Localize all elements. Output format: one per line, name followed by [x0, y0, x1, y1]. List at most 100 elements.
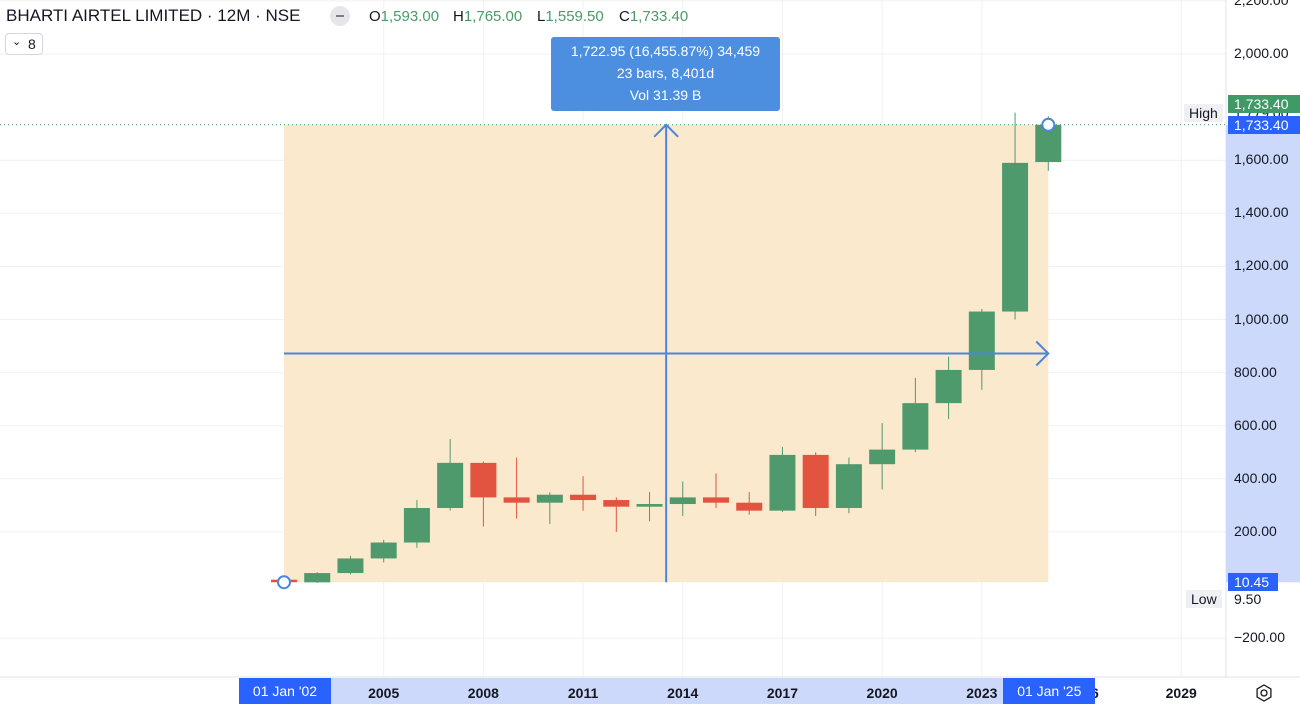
ohlc-h: H1,765.00: [453, 8, 522, 25]
candle-body: [902, 403, 929, 450]
candles: [271, 112, 1062, 583]
candle-2020[interactable]: [869, 423, 896, 490]
indicator-count: 8: [28, 36, 36, 52]
ohlc-o: O1,593.00: [369, 8, 439, 25]
measure-top-price-tag: 1,733.40: [1228, 115, 1300, 134]
candle-2018[interactable]: [802, 452, 829, 516]
measure-change: 1,722.95 (16,455.87%) 34,459: [570, 43, 761, 59]
candle-2017[interactable]: [769, 446, 796, 512]
candle-2010[interactable]: [536, 492, 563, 524]
collapse-button[interactable]: [330, 6, 350, 26]
indicators-toggle[interactable]: ⌄ 8: [5, 33, 43, 55]
price-axis-highlight: [1226, 124, 1300, 583]
candle-2011[interactable]: [570, 476, 597, 511]
measure-tooltip: 1,722.95 (16,455.87%) 34,459 23 bars, 8,…: [551, 37, 780, 111]
time-tick-label: 2008: [467, 685, 499, 701]
candle-body: [869, 449, 896, 465]
candle-body: [835, 464, 862, 509]
candle-body: [470, 462, 497, 498]
candle-2005[interactable]: [370, 539, 397, 563]
candle-body: [802, 454, 829, 509]
time-tick-label: 2005: [368, 685, 400, 701]
candle-body: [935, 369, 962, 404]
range-end-date-tag: 01 Jan '25: [1003, 678, 1096, 704]
ohlc-key: H: [453, 8, 464, 25]
range-start-date-tag: 01 Jan '02: [239, 678, 331, 704]
candle-body: [1002, 162, 1029, 312]
candle-body: [536, 494, 563, 503]
candle-2014[interactable]: [669, 481, 696, 516]
ohlc-value: 1,733.40: [629, 8, 689, 25]
candle-2008[interactable]: [470, 461, 497, 527]
candle-body: [403, 508, 430, 543]
price-tick-label: 2,200.00: [1234, 0, 1289, 8]
candle-body: [503, 497, 530, 503]
time-tick-label: 2014: [667, 685, 699, 701]
ohlc-key: L: [537, 8, 546, 25]
time-tick-label: 2029: [1165, 685, 1197, 701]
ohlc-value: 1,593.00: [380, 8, 440, 25]
price-tick-label: 1,600.00: [1234, 151, 1289, 168]
candle-2023[interactable]: [968, 308, 995, 390]
price-tick-label: 200.00: [1234, 522, 1277, 539]
price-tick-label: 1,000.00: [1234, 310, 1289, 327]
measure-arrows: [277, 117, 1056, 590]
low-label: Low: [1186, 590, 1222, 609]
time-tick-label: 2020: [866, 685, 898, 701]
candle-2021[interactable]: [902, 377, 929, 453]
time-tick-label: 2017: [766, 685, 799, 701]
price-tick-label: 400.00: [1234, 469, 1277, 486]
ohlc-key: O: [369, 8, 381, 25]
candle-body: [570, 494, 597, 501]
candle-body: [337, 558, 364, 574]
candle-2019[interactable]: [835, 457, 862, 514]
high-label: High: [1184, 103, 1223, 122]
price-tick-label: 1,400.00: [1234, 204, 1289, 221]
candle-2012[interactable]: [603, 497, 630, 532]
measure-end-handle[interactable]: [1041, 117, 1056, 132]
candle-body: [669, 497, 696, 505]
ohlc-value: 1,559.50: [545, 8, 604, 25]
candle-body: [636, 504, 663, 507]
ohlc-value: 1,765.00: [463, 8, 523, 25]
measure-volume: Vol 31.39 B: [629, 87, 702, 103]
measure-start-handle[interactable]: [277, 575, 291, 590]
candle-2009[interactable]: [503, 457, 530, 519]
candle-2007[interactable]: [437, 438, 464, 511]
low-value: 9.50: [1234, 591, 1262, 608]
settings-gear-icon[interactable]: [1255, 684, 1273, 702]
candle-2024[interactable]: [1002, 112, 1029, 320]
candle-2013[interactable]: [636, 492, 663, 522]
time-axis-highlight: [239, 678, 1094, 704]
symbol-title[interactable]: BHARTI AIRTEL LIMITED · 12M · NSE: [6, 6, 301, 25]
candle-body: [437, 462, 464, 509]
candle-2003[interactable]: [304, 572, 331, 583]
time-tick-label: 2023: [966, 685, 998, 701]
measure-bottom-price-tag: 10.45: [1228, 573, 1278, 592]
candle-body: [968, 311, 995, 370]
candle-2016[interactable]: [736, 492, 763, 515]
candle-body: [603, 500, 630, 507]
price-tick-label: 600.00: [1234, 416, 1277, 433]
candle-body: [736, 502, 763, 511]
price-tick-label: 2,000.00: [1234, 45, 1289, 61]
last-price-tag: 1,733.40: [1228, 94, 1300, 113]
arrow-up-icon: [653, 123, 679, 138]
ohlc-l: L1,559.50: [537, 8, 604, 25]
candle-2015[interactable]: [702, 473, 729, 509]
price-tick-label: 1,200.00: [1234, 257, 1289, 274]
candle-2022[interactable]: [935, 356, 962, 420]
time-tick-label: 2011: [567, 685, 599, 701]
ohlc-key: C: [619, 8, 630, 25]
candle-body: [370, 542, 397, 559]
chevron-down-icon: ⌄: [12, 36, 22, 48]
price-tick-label: 800.00: [1234, 363, 1277, 380]
candle-body: [769, 454, 796, 511]
candle-2006[interactable]: [403, 500, 430, 548]
ohlc-c: C1,733.40: [619, 8, 688, 25]
arrow-right-icon: [1035, 340, 1050, 367]
price-tick-label: −200.00: [1234, 629, 1285, 646]
candle-2004[interactable]: [337, 555, 364, 575]
candle-body: [304, 573, 331, 583]
